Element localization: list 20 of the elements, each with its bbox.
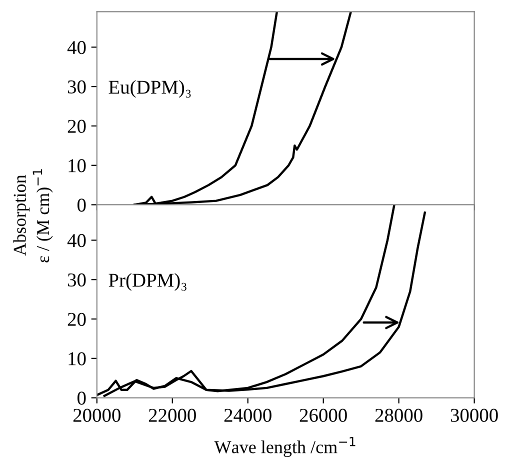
y-tick-label: 20 xyxy=(68,312,86,326)
y-tick-label: 40 xyxy=(67,234,86,248)
x-axis-title: Wave length /cm$^{−1}$ xyxy=(214,436,356,457)
x-tick-label: 30000 xyxy=(450,408,498,422)
x-tick-label: 20000 xyxy=(73,408,120,422)
x-tick-label: 22000 xyxy=(148,408,196,422)
x-tick-label: 26000 xyxy=(300,408,347,422)
y-tick-label: 0 xyxy=(78,392,86,405)
y-tick-label: 0 xyxy=(78,198,86,212)
y-tick-label: 20 xyxy=(68,120,86,133)
x-tick-label: 28000 xyxy=(375,408,422,422)
y-tick-label: 40 xyxy=(67,40,86,54)
y-axis-title: Absorption ε / (M cm)$^{−1}$ xyxy=(13,169,53,262)
annotation: Eu(DPM)₃ xyxy=(108,80,191,98)
x-tick-label: 24000 xyxy=(224,408,272,422)
y-tick-label: 10 xyxy=(68,352,86,366)
annotation: Pr(DPM)₃ xyxy=(108,273,186,291)
y-tick-label: 30 xyxy=(68,80,86,94)
y-tick-label: 30 xyxy=(68,273,86,287)
y-tick-label: 10 xyxy=(68,159,86,172)
